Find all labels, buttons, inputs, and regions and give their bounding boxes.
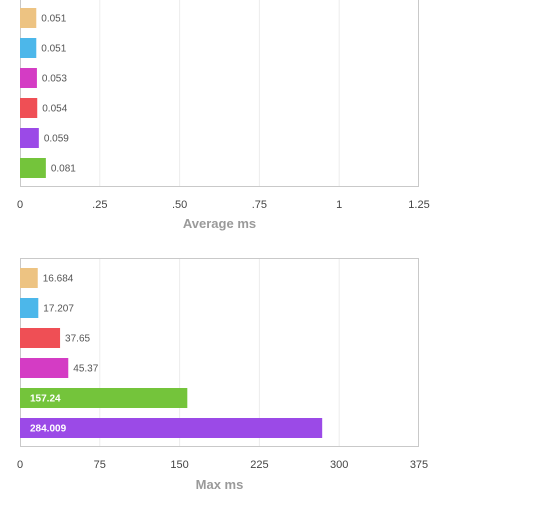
x-tick-label: 150 bbox=[170, 459, 188, 471]
data-label: 0.054 bbox=[42, 104, 67, 115]
data-label: 157.24 bbox=[30, 394, 61, 405]
plot-frame bbox=[20, 258, 419, 447]
data-label: 0.081 bbox=[51, 164, 76, 175]
chart-max-ms: 16.684 17.207 37.65 45.37 157.24 284.009 0 75 15… bbox=[17, 258, 428, 492]
x-tick-label: 225 bbox=[250, 459, 268, 471]
data-label: 0.051 bbox=[41, 44, 66, 55]
bar bbox=[20, 298, 39, 318]
x-tick-label: 0 bbox=[17, 199, 23, 211]
x-axis-title: Average ms bbox=[183, 216, 256, 231]
bar bbox=[20, 68, 37, 88]
bar bbox=[20, 38, 37, 58]
bar bbox=[20, 328, 61, 348]
data-label: 0.059 bbox=[44, 134, 69, 145]
data-label: 16.684 bbox=[43, 274, 74, 285]
bar bbox=[20, 8, 37, 28]
x-tick-label: 75 bbox=[94, 459, 106, 471]
data-label: 17.207 bbox=[43, 304, 74, 315]
bar bbox=[20, 268, 38, 288]
bar bbox=[20, 158, 46, 178]
plot-frame bbox=[20, 0, 419, 187]
data-label: 45.37 bbox=[73, 364, 98, 375]
x-tick-label: .25 bbox=[92, 199, 107, 211]
x-tick-label: .50 bbox=[172, 199, 187, 211]
data-label: 37.65 bbox=[65, 334, 90, 345]
data-label: 0.051 bbox=[41, 14, 66, 25]
data-label: 0.053 bbox=[42, 74, 67, 85]
x-tick-label: 300 bbox=[330, 459, 348, 471]
data-label: 284.009 bbox=[30, 424, 67, 435]
x-axis-title: Max ms bbox=[196, 477, 244, 492]
x-tick-label: 1.25 bbox=[408, 199, 429, 211]
chart-average-ms: 0.051 0.051 0.053 0.054 0.059 0.081 0 .25 .50 .75… bbox=[17, 0, 430, 231]
bar bbox=[20, 128, 39, 148]
bar bbox=[20, 358, 69, 378]
x-tick-label: .75 bbox=[252, 199, 267, 211]
x-tick-label: 0 bbox=[17, 459, 23, 471]
x-tick-label: 1 bbox=[336, 199, 342, 211]
bar bbox=[20, 98, 38, 118]
x-tick-label: 375 bbox=[410, 459, 428, 471]
bar bbox=[20, 388, 188, 408]
bar bbox=[20, 418, 323, 438]
